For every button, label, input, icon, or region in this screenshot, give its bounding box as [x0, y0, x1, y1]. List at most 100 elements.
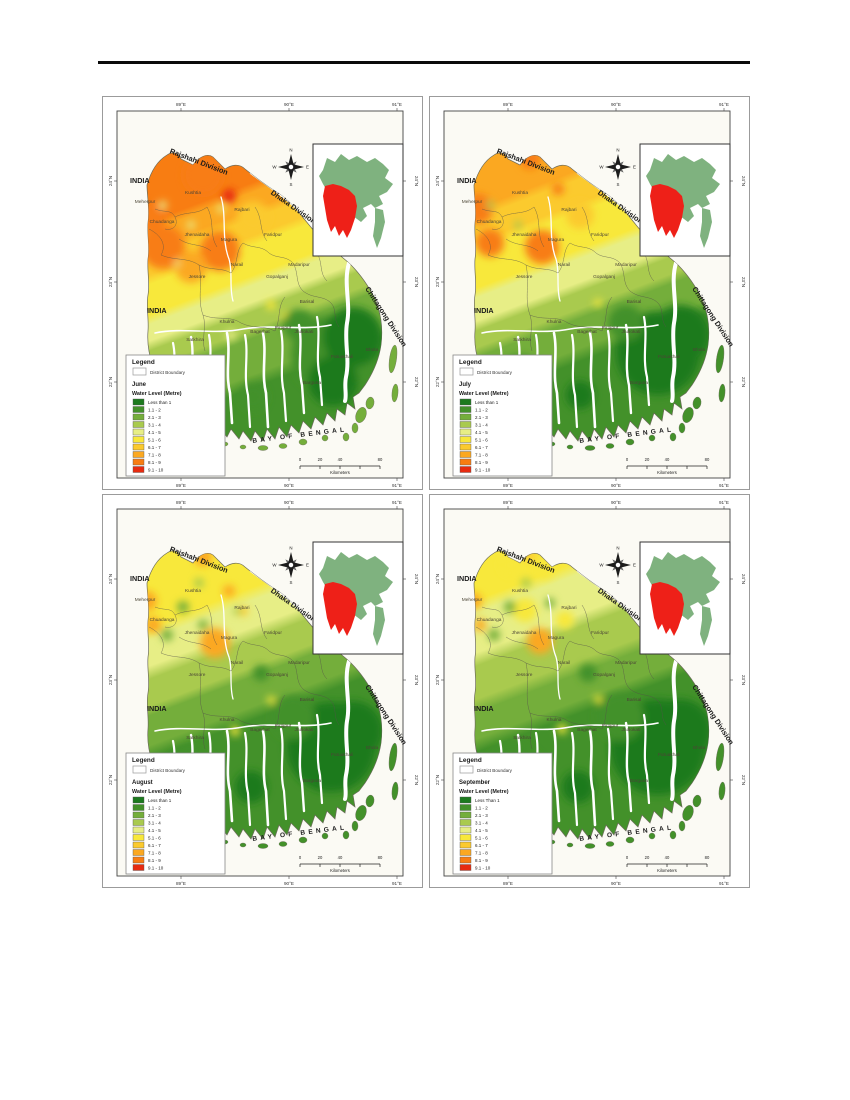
district-label-faridpur: Faridpur [591, 630, 609, 636]
axis-tick-top: 90°E [284, 102, 294, 107]
district-label-khulna: Khulna [547, 319, 562, 325]
legend-class-swatch [459, 849, 472, 856]
district-label-chuadanga: Chuadanga [150, 219, 175, 225]
legend: Legend District Boundary September Water Le… [452, 752, 553, 875]
map-panel-july: 89°E 89°E 90°E 90°E 91°E 91°E 24°N 24°N 23°N 23°N… [429, 96, 750, 490]
district-label-barguna: Barguna [630, 380, 648, 386]
legend-class-swatch [132, 849, 145, 856]
axis-tick-top: 90°E [284, 500, 294, 505]
district-label-barisal: Barisal [627, 299, 642, 305]
district-label-rajbari: Rajbari [234, 207, 249, 213]
legend-class-label: 5.1 - 6 [148, 836, 161, 841]
legend-class-swatch [132, 451, 145, 458]
district-label-faridpur: Faridpur [264, 232, 282, 238]
axis-tick-bottom: 89°E [176, 483, 186, 488]
legend-class-label: 7.1 - 8 [475, 851, 488, 856]
legend-class-label: 8.1 - 9 [148, 858, 161, 863]
district-label-bhola: Bhola [693, 347, 706, 353]
legend-class-swatch [459, 398, 472, 406]
legend-class-label: 4.1 - 5 [148, 430, 161, 435]
district-label-madaripur: Madaripur [288, 262, 310, 268]
inset-study-area [323, 582, 357, 636]
legend-title: Legend [459, 757, 482, 764]
district-label-madaripur: Madaripur [615, 660, 637, 666]
legend-class-label: 1.1 - 2 [475, 408, 488, 413]
legend-class-label: 7.1 - 8 [148, 453, 161, 458]
legend-class-swatch [132, 436, 145, 443]
district-label-bhola: Bhola [693, 745, 706, 751]
district-label-gopalganj: Gopalganj [593, 274, 615, 280]
compass-w: W [272, 165, 277, 170]
axis-tick-right: 24°N [414, 176, 419, 186]
legend-class-swatch [132, 421, 145, 428]
axis-tick-bottom: 90°E [284, 483, 294, 488]
legend-class-swatch [132, 811, 145, 819]
district-label-pirojpur: Pirojpur [602, 723, 619, 729]
district-label-bhola: Bhola [366, 745, 379, 751]
map-panel-september: 89°E 89°E 90°E 90°E 91°E 91°E 24°N 24°N 23°N 23°N… [429, 494, 750, 888]
district-label-satkhira: Satkhira [513, 337, 531, 343]
legend-class-label: 9.1 - 10 [475, 468, 491, 473]
scale-bar: 0 20 40 80 Kilometers [626, 855, 710, 873]
legend-class-swatch [132, 864, 145, 871]
district-label-chuadanga: Chuadanga [477, 219, 502, 225]
scale-bar: 0 20 40 80 Kilometers [299, 457, 383, 475]
district-label-satkhira: Satkhira [513, 735, 531, 741]
district-label-meherpur: Meherpur [462, 199, 483, 205]
axis-tick-bottom: 90°E [611, 881, 621, 886]
compass-e: E [633, 165, 636, 170]
legend-class-label: Less than 1 [148, 400, 172, 405]
district-label-jessore: Jessore [189, 672, 206, 678]
axis-labels: 89°E 89°E 90°E 90°E 91°E 91°E 24°N 24°N 23°N 23°N… [108, 102, 419, 488]
legend-class-label: 6.1 - 7 [475, 843, 488, 848]
axis-tick-left: 23°N [435, 277, 440, 287]
district-label-satkhira: Satkhira [186, 735, 204, 741]
axis-tick-top: 91°E [719, 500, 729, 505]
district-label-barguna: Barguna [630, 778, 648, 784]
axis-tick-right: 23°N [414, 277, 419, 287]
axis-tick-left: 23°N [435, 675, 440, 685]
district-label-faridpur: Faridpur [264, 630, 282, 636]
compass-s: S [617, 580, 620, 585]
legend-class-swatch [459, 826, 472, 834]
bangladesh-inset [639, 541, 731, 655]
district-label-barisal: Barisal [300, 299, 315, 305]
district-label-magura: Magura [221, 237, 238, 243]
legend-month-title: July [459, 382, 472, 388]
inset-chittagong-arm [700, 606, 712, 646]
legend-month-title: August [132, 780, 153, 786]
inset-chittagong-arm [373, 208, 385, 248]
scale-tick-label: 0 [299, 855, 302, 860]
delta-islands [548, 742, 726, 849]
district-label-magura: Magura [548, 635, 565, 641]
legend-class-label: 8.1 - 9 [475, 460, 488, 465]
legend-title: Legend [132, 359, 155, 366]
axis-labels: 89°E 89°E 90°E 90°E 91°E 91°E 24°N 24°N 23°N 23°N… [435, 500, 746, 886]
district-label-jhalokati: Jhalokati [622, 727, 641, 733]
district-label-madaripur: Madaripur [288, 660, 310, 666]
legend-class-label: 4.1 - 5 [475, 828, 488, 833]
district-label-madaripur: Madaripur [615, 262, 637, 268]
district-label-pirojpur: Pirojpur [602, 325, 619, 331]
india-label-north: INDIA [130, 574, 150, 583]
top-rule [98, 61, 750, 64]
compass-w: W [272, 563, 277, 568]
axis-tick-bottom: 90°E [284, 881, 294, 886]
india-label-south: INDIA [147, 306, 167, 315]
legend-class-swatch [459, 443, 472, 451]
district-label-narail: Narail [558, 262, 571, 268]
india-label-north: INDIA [457, 176, 477, 185]
axis-tick-left: 22°N [435, 377, 440, 387]
district-label-meherpur: Meherpur [135, 199, 156, 205]
legend-class-label: 6.1 - 7 [475, 445, 488, 450]
legend-class-swatch [132, 406, 145, 413]
legend-class-swatch [459, 428, 472, 436]
axis-tick-bottom: 91°E [719, 483, 729, 488]
delta-islands [221, 742, 399, 849]
district-label-meherpur: Meherpur [462, 597, 483, 603]
district-label-jessore: Jessore [189, 274, 206, 280]
legend-boundary-label: District Boundary [150, 370, 186, 375]
axis-tick-top: 91°E [719, 102, 729, 107]
axis-tick-right: 22°N [414, 775, 419, 785]
district-label-kushtia: Kushtia [512, 588, 528, 594]
